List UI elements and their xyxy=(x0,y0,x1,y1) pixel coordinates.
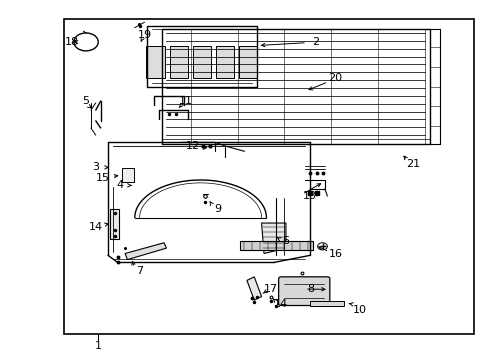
Polygon shape xyxy=(261,223,285,253)
Bar xyxy=(238,45,257,78)
Text: 20: 20 xyxy=(327,73,341,83)
Text: 21: 21 xyxy=(405,159,419,169)
Text: 15: 15 xyxy=(96,173,110,183)
Text: 9: 9 xyxy=(214,204,221,214)
Text: 7: 7 xyxy=(136,266,143,276)
Polygon shape xyxy=(246,277,261,300)
Bar xyxy=(215,45,234,78)
Text: 19: 19 xyxy=(137,30,151,40)
Bar xyxy=(64,19,473,334)
Text: 12: 12 xyxy=(186,141,200,151)
Bar xyxy=(110,209,119,239)
Text: 10: 10 xyxy=(352,305,366,315)
Bar xyxy=(146,45,164,78)
Text: 14: 14 xyxy=(273,299,287,309)
Text: 18: 18 xyxy=(64,37,78,47)
Text: 17: 17 xyxy=(264,284,278,294)
Text: 5: 5 xyxy=(82,96,89,106)
Text: 16: 16 xyxy=(328,248,343,258)
Text: 13: 13 xyxy=(303,191,317,201)
Text: 2: 2 xyxy=(311,37,318,47)
Bar xyxy=(122,168,134,182)
Text: 11: 11 xyxy=(179,96,193,106)
Text: 6: 6 xyxy=(282,236,289,246)
Text: 14: 14 xyxy=(88,222,102,231)
Polygon shape xyxy=(125,243,166,260)
Bar xyxy=(310,301,344,306)
Bar xyxy=(169,45,188,78)
Text: 1: 1 xyxy=(95,341,102,351)
Text: 3: 3 xyxy=(92,162,99,172)
Circle shape xyxy=(317,243,327,250)
Bar xyxy=(239,241,312,250)
FancyBboxPatch shape xyxy=(278,277,329,306)
Text: 4: 4 xyxy=(116,180,123,190)
Bar xyxy=(192,45,211,78)
Text: 8: 8 xyxy=(306,284,313,294)
